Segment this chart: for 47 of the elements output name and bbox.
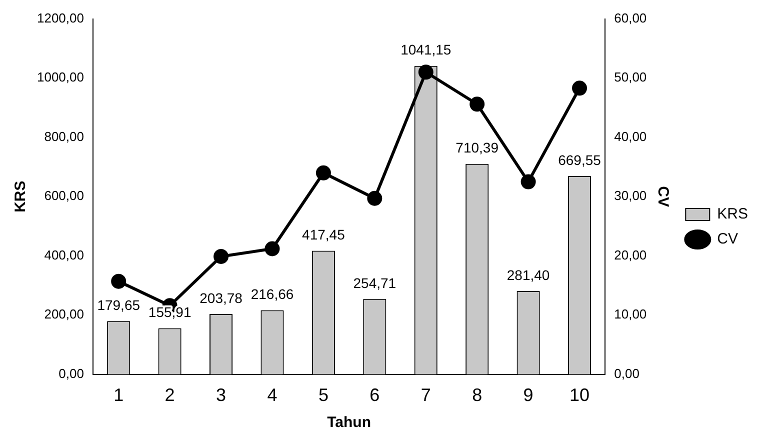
x-tick-label: 7 (420, 385, 431, 406)
point (367, 190, 382, 206)
y-tick-label: 1000,00 (36, 70, 84, 85)
y2-tick-label: 0,00 (614, 366, 640, 381)
point (418, 64, 434, 80)
data-label: 179,65 (97, 297, 140, 314)
point (316, 165, 331, 180)
point (264, 241, 280, 256)
y-tick-label: 800,00 (44, 128, 84, 144)
x-tick-label: 10 (570, 385, 590, 406)
data-label: 216,66 (250, 286, 294, 302)
y2-tick-label: 20,00 (614, 247, 647, 262)
point (214, 248, 229, 264)
point (470, 96, 485, 112)
x-tick-label: 6 (370, 385, 380, 406)
y-tick-label: 200,00 (44, 306, 84, 322)
x-tick-label: 1 (114, 385, 124, 406)
y-tick-label: 0,00 (58, 366, 84, 381)
data-label: 1041,15 (400, 42, 452, 58)
legend-label: CV (717, 230, 738, 248)
x-tick-label: 2 (164, 385, 175, 406)
data-label: 710,39 (456, 140, 499, 156)
y2-tick-label: 50,00 (614, 70, 647, 85)
data-label: 203,78 (200, 290, 243, 306)
y2-tick-label: 60,00 (614, 10, 647, 26)
x-tick-label: 5 (318, 385, 328, 406)
y-axis-title: KRS (12, 180, 30, 212)
y-tick-label: 1200,00 (36, 10, 84, 26)
data-label: 669,55 (558, 152, 602, 168)
x-axis-title: Tahun (327, 414, 372, 432)
legend-label: KRS (717, 206, 748, 223)
y2-tick-label: 10,00 (614, 306, 647, 322)
data-label: 417,45 (302, 226, 346, 243)
y2-tick-label: 40,00 (614, 128, 647, 144)
point (572, 80, 588, 96)
y2-axis-title: CV (654, 186, 672, 208)
y-tick-label: 600,00 (44, 188, 84, 204)
x-tick-label: 4 (267, 385, 278, 406)
y2-tick-label: 30,00 (614, 188, 647, 204)
point (520, 174, 536, 190)
y-tick-label: 400,00 (44, 247, 84, 262)
data-label: 281,40 (506, 266, 550, 283)
point (111, 274, 126, 289)
data-label: 254,71 (353, 274, 396, 291)
x-tick-label: 3 (216, 385, 226, 406)
x-tick-label: 8 (472, 385, 482, 406)
x-tick-label: 9 (523, 385, 534, 406)
